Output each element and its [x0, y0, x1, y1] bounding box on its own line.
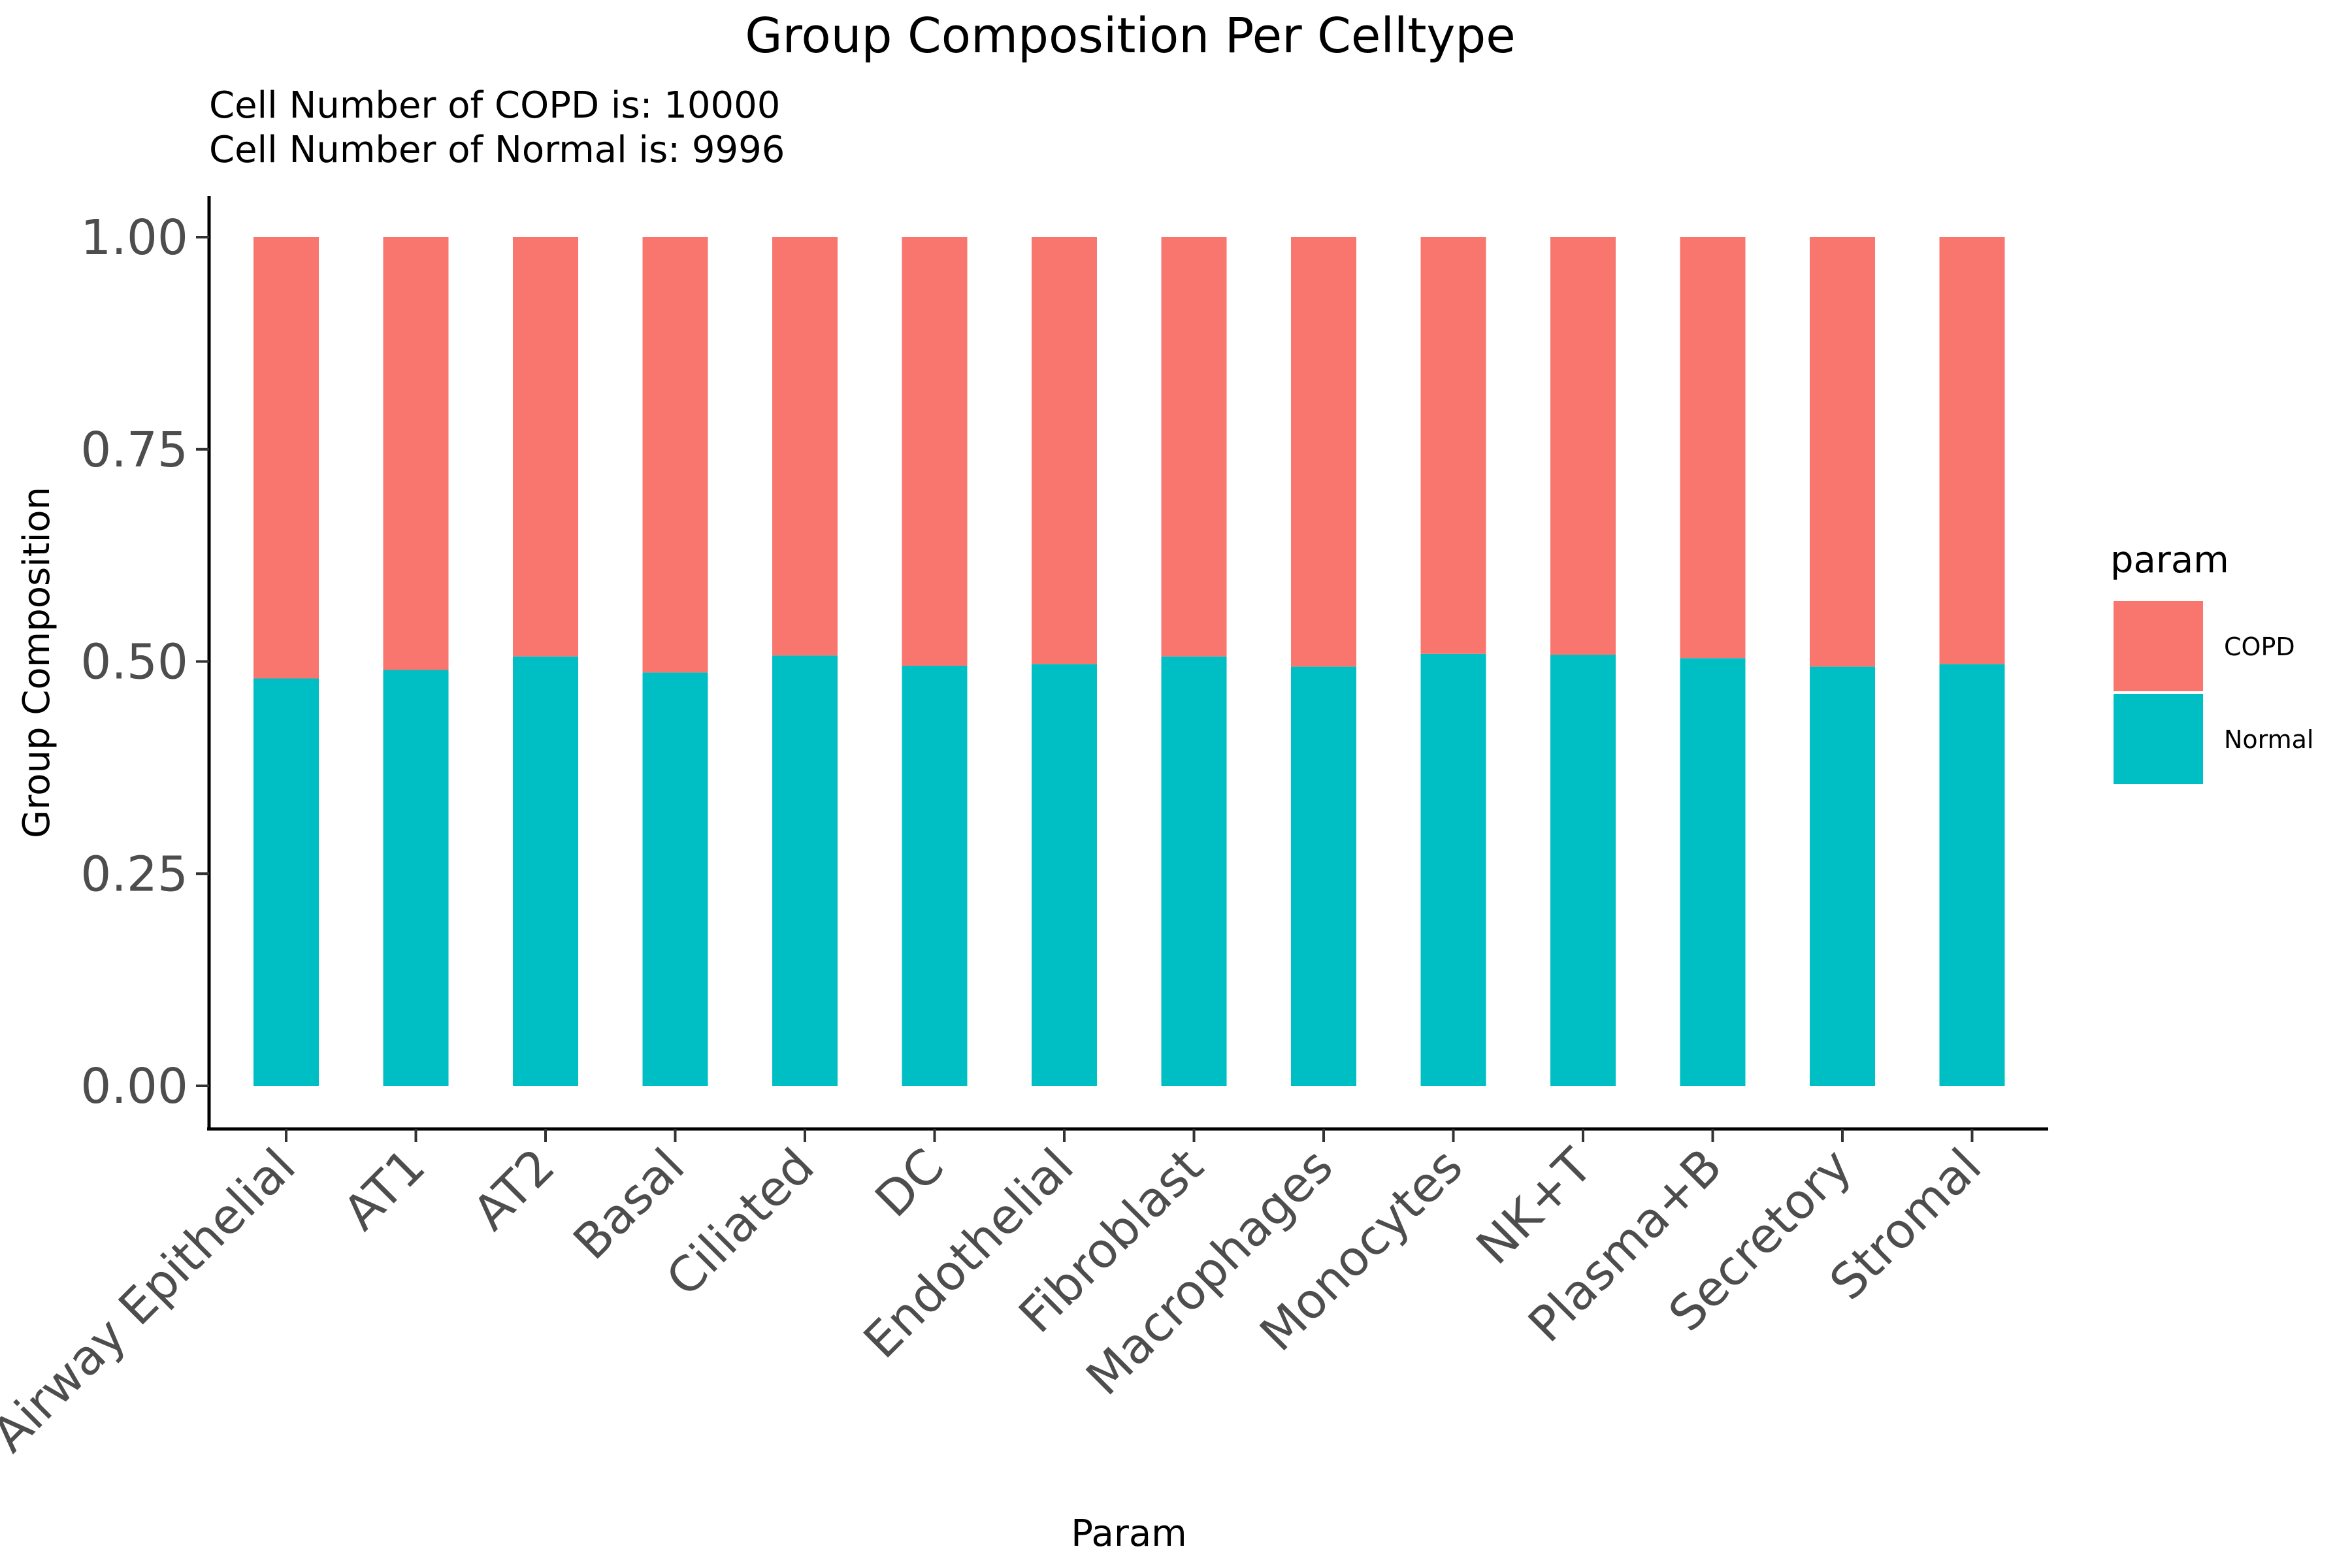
bar-normal-ciliated — [772, 655, 838, 1086]
bar-normal-at1 — [383, 670, 449, 1086]
bar-normal-airway-epithelial — [253, 678, 319, 1086]
chart-subtitle-line-1: Cell Number of COPD is: 10000 — [209, 84, 780, 127]
legend-key-normal — [2114, 694, 2203, 784]
y-tick-label: 0.75 — [80, 422, 188, 478]
x-tick-label: Airway Epithelial — [0, 1138, 306, 1463]
y-axis-ticks: 0.00 0.25 0.50 0.75 1.00 — [80, 210, 209, 1115]
bar-copd-at1 — [383, 237, 449, 670]
bar-normal-stromal — [1939, 664, 2005, 1086]
x-tick-label: AT1 — [333, 1138, 436, 1241]
bar-normal-dc — [902, 665, 968, 1086]
bar-normal-endothelial — [1032, 664, 1097, 1086]
bar-normal-at2 — [513, 656, 578, 1086]
bar-copd-basal — [642, 237, 708, 673]
bar-copd-plasma-b — [1680, 237, 1746, 659]
legend: param COPD Normal — [2110, 539, 2314, 784]
bar-normal-fibroblast — [1161, 656, 1227, 1086]
bar-copd-stromal — [1939, 237, 2005, 664]
bar-copd-dc — [902, 237, 968, 666]
bar-normal-macrophages — [1291, 666, 1356, 1086]
bar-normal-basal — [642, 672, 708, 1086]
y-tick-label: 0.25 — [80, 846, 188, 902]
y-axis-title: Group Composition — [16, 487, 58, 838]
bar-normal-plasma-b — [1680, 658, 1746, 1086]
bar-copd-fibroblast — [1161, 237, 1227, 657]
x-tick-label: AT2 — [463, 1138, 566, 1241]
legend-label-copd: COPD — [2224, 632, 2295, 661]
bar-normal-secretory — [1810, 666, 1875, 1086]
bar-copd-airway-epithelial — [253, 237, 319, 679]
bar-copd-nk-t — [1550, 237, 1616, 655]
bar-copd-secretory — [1810, 237, 1875, 667]
bar-copd-macrophages — [1291, 237, 1356, 667]
legend-label-normal: Normal — [2224, 725, 2314, 754]
y-tick-label: 1.00 — [80, 210, 188, 266]
bar-copd-endothelial — [1032, 237, 1097, 664]
x-tick-label: DC — [865, 1138, 955, 1228]
y-tick-label: 0.00 — [80, 1058, 188, 1115]
bar-copd-monocytes — [1420, 237, 1486, 654]
bar-normal-monocytes — [1420, 653, 1486, 1086]
bar-copd-at2 — [513, 237, 578, 657]
bar-copd-ciliated — [772, 237, 838, 656]
chart-title: Group Composition Per Celltype — [745, 8, 1516, 64]
x-axis-title: Param — [1071, 1512, 1186, 1555]
bar-normal-nk-t — [1550, 655, 1616, 1086]
bars-layer — [253, 237, 2005, 1086]
legend-title: param — [2110, 539, 2229, 581]
y-tick-label: 0.50 — [80, 634, 188, 691]
x-tick-label: Ciliated — [656, 1138, 825, 1307]
legend-key-copd — [2114, 601, 2203, 691]
chart-subtitle-line-2: Cell Number of Normal is: 9996 — [209, 129, 785, 171]
